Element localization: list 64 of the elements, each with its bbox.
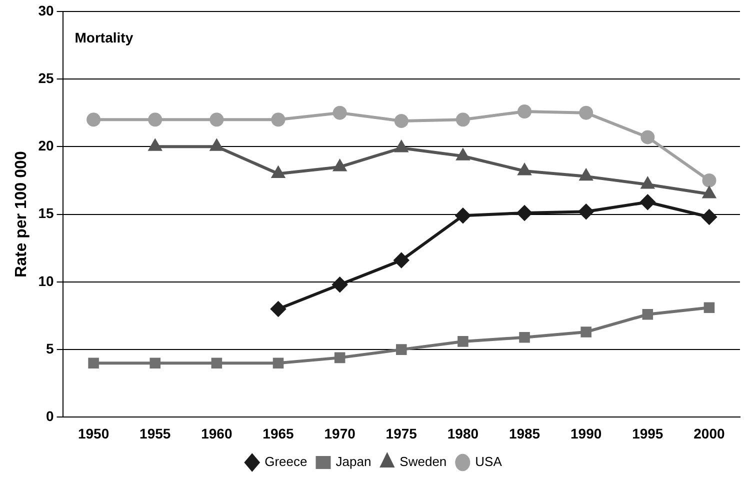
point: [455, 208, 470, 224]
x-tick-label: 1955: [140, 425, 171, 442]
point: [394, 114, 408, 128]
y-tick-label: 20: [38, 138, 54, 154]
legend-label: USA: [475, 454, 502, 470]
point: [518, 164, 531, 176]
point: [702, 210, 717, 225]
y-axis-title: Rate per 100 000: [13, 151, 30, 278]
point: [580, 169, 592, 181]
point: [334, 160, 346, 172]
point: [150, 358, 161, 368]
x-tick-label: 1990: [570, 425, 602, 442]
point: [334, 352, 346, 364]
point: [641, 178, 654, 189]
point: [396, 344, 407, 355]
x-tick-label: 2000: [694, 425, 725, 442]
y-tick-label: 25: [38, 70, 54, 86]
point: [88, 358, 99, 368]
y-tick-label: 30: [38, 2, 54, 18]
x-tick-label: 1970: [324, 425, 356, 442]
text: Mortality: [74, 29, 134, 46]
point: [579, 106, 594, 120]
point: [332, 277, 348, 292]
y-tick-label: 5: [46, 340, 54, 356]
point: [456, 149, 470, 160]
x-tick-label: 1980: [447, 425, 479, 442]
point: [704, 302, 715, 314]
point: [148, 140, 162, 151]
point: [517, 205, 532, 220]
point: [211, 358, 222, 368]
y-tick-label: 10: [38, 272, 54, 289]
point: [702, 173, 716, 188]
x-tick-label: 1950: [78, 425, 110, 442]
y-tick-label: 15: [38, 205, 54, 222]
x-tick-label: 1975: [386, 425, 418, 442]
point: [210, 112, 224, 127]
point: [271, 112, 286, 127]
point: [332, 106, 347, 120]
point: [458, 336, 468, 347]
point: [86, 112, 101, 127]
point: [272, 166, 285, 178]
x-tick-label: 1985: [508, 425, 540, 442]
legend-label: Japan: [336, 454, 372, 470]
point: [148, 112, 162, 127]
point: [518, 104, 532, 118]
point: [270, 301, 286, 316]
point: [210, 140, 223, 151]
point: [640, 130, 655, 144]
point: [456, 112, 470, 127]
point: [642, 309, 654, 320]
point: [519, 332, 530, 343]
point: [702, 187, 716, 198]
point: [272, 358, 284, 368]
x-tick-label: 1960: [201, 425, 232, 442]
point: [394, 252, 409, 268]
point: [578, 204, 594, 220]
x-tick-label: 1965: [262, 425, 294, 442]
point: [640, 194, 656, 210]
point: [580, 326, 592, 338]
legend-label: Greece: [264, 454, 308, 470]
point: [395, 141, 408, 152]
x-tick-label: 1995: [632, 425, 664, 442]
legend-label: Sweden: [400, 454, 447, 470]
y-tick-label: 0: [46, 408, 54, 424]
